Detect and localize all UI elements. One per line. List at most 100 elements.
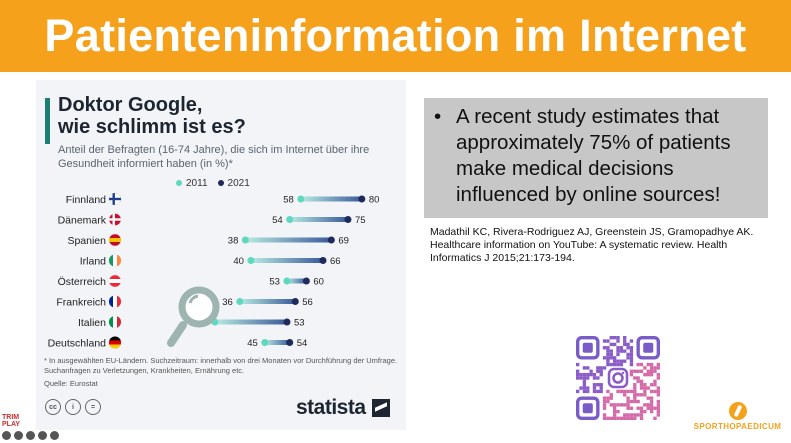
qr-module [639,416,644,420]
qr-module [629,346,634,350]
qr-module [596,366,600,370]
qr-module [609,352,613,357]
qr-module [649,372,654,377]
qr-module [639,386,644,390]
qr-module [626,342,630,347]
qr-module [592,376,597,380]
back-icon[interactable] [2,431,11,440]
qr-module [582,372,587,377]
category-label: Spanien [67,235,106,247]
qr-module [616,359,620,363]
qr-module [649,383,654,387]
qr-module [599,369,603,373]
value-label-2011: 38 [228,236,239,247]
slides-icon[interactable] [26,431,35,440]
qr-module [616,339,620,343]
category-label: Deutschland [48,338,107,350]
category-label: Österreich [58,276,107,288]
category-label: Irland [80,256,106,268]
legend-item-2011: 2011 [176,178,208,189]
flag-icon [108,213,122,226]
quote-bullet: • [434,105,442,128]
pen-icon[interactable] [14,431,23,440]
qr-module [656,393,660,397]
qr-module [629,356,634,360]
qr-module [653,383,657,387]
qr-module [639,379,644,384]
qr-module [639,393,644,397]
range-bar [214,319,287,325]
qr-module [612,342,617,347]
qr-module [619,403,624,407]
more-icon[interactable] [50,431,59,440]
qr-module [612,356,617,360]
qr-module [623,413,627,417]
flag-icon [108,315,122,329]
category-label: Dänemark [58,215,107,227]
quote-text: • A recent study estimates that approxim… [434,104,764,208]
equals-icon: = [85,399,101,415]
instagram-qr-code[interactable] [576,336,660,420]
qr-module [656,372,660,377]
quote-box: • A recent study estimates that approxim… [424,98,768,218]
qr-module [579,376,583,380]
infographic-subtitle: Anteil der Befragten (16-74 Jahre), die … [58,144,370,170]
qr-module [636,379,640,384]
qr-module [619,362,624,367]
license-icons: cc i = [45,399,101,415]
chart-legend: 2011 2021 [176,178,250,189]
qr-module [623,359,627,363]
qr-module [643,366,647,370]
qr-module [609,393,613,397]
qr-module [616,349,620,353]
cc-icon: cc [45,399,61,415]
value-label-2021: 56 [302,297,313,308]
infographic-title: Doktor Google, wie schlimm ist es? [58,94,246,138]
qr-module [649,362,654,367]
legend-dot-2021 [217,180,224,187]
qr-module [612,406,617,410]
qr-module [646,362,650,367]
dot-2011 [236,298,244,305]
qr-module [656,403,660,407]
slide-title: Patienteninformation im Internet [0,0,791,72]
qr-module [582,366,587,370]
qr-module [626,399,630,404]
value-label-2011: 54 [272,215,283,226]
qr-module [606,352,610,357]
qr-module [606,339,610,343]
statista-logo-icon [372,399,390,417]
qr-module [586,372,590,377]
qr-module [586,389,590,394]
qr-module [609,403,613,407]
qr-module [643,389,647,394]
corner-logo-line2: PLAY [2,421,21,428]
qr-module [639,409,644,414]
qr-module [609,416,613,420]
qr-module [602,416,607,420]
dot-2021 [302,277,310,285]
qr-module [616,346,620,350]
zoom-icon[interactable] [38,431,47,440]
qr-module [596,376,600,380]
qr-module [612,413,617,417]
citation: Madathil KC, Rivera-Rodriguez AJ, Greens… [430,226,754,264]
qr-module [606,349,610,353]
qr-module [602,403,607,407]
qr-module [636,362,640,367]
qr-module [646,372,650,377]
qr-module [616,403,620,407]
qr-module [649,409,654,414]
qr-module [616,416,620,420]
person-icon: i [65,399,81,415]
qr-module [633,416,637,420]
qr-module [623,403,627,407]
qr-module [623,416,627,420]
qr-module [616,352,620,357]
infographic-title-line1: Doktor Google, [58,94,203,116]
qr-module [619,389,624,394]
range-bar [264,340,290,345]
qr-module [626,406,630,410]
qr-module [606,356,610,360]
qr-module [653,389,657,394]
